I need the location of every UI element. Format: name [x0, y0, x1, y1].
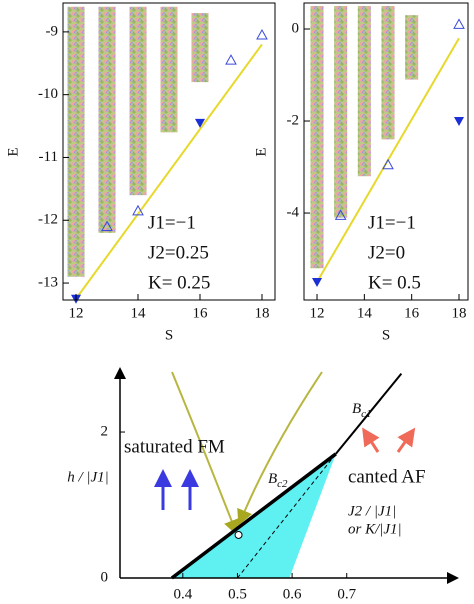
- x-axis-label: S: [165, 327, 173, 343]
- x-tick-label: 0.6: [283, 586, 302, 602]
- y-axis-label: E: [5, 147, 21, 156]
- boundary-label-main: B: [268, 471, 277, 487]
- x-tick-label: 18: [254, 305, 269, 321]
- y-tick-label: -4: [287, 204, 300, 220]
- open-triangle: [453, 18, 465, 29]
- open-triangle: [132, 204, 144, 216]
- x-tick-label: 18: [452, 305, 467, 321]
- open-triangle: [225, 54, 237, 65]
- boundary-label-main: B: [352, 401, 361, 417]
- x-tick-label: 14: [357, 305, 373, 321]
- plot-frame: [62, 2, 276, 301]
- open-triangle: [382, 158, 394, 170]
- x-tick-label: 0.5: [228, 586, 247, 602]
- spectrum-band: [405, 15, 419, 80]
- x-tick-label: 14: [131, 305, 147, 321]
- phase-label: canted AF: [348, 466, 426, 487]
- phase-boundary: [170, 452, 337, 580]
- spectrum-band: [357, 5, 371, 177]
- y-tick-label: 0: [101, 569, 109, 585]
- boundary-label-sub: c1: [361, 408, 371, 420]
- spectrum-band: [334, 5, 348, 218]
- y-tick-label: -12: [38, 212, 58, 228]
- pointer-arrow: [237, 371, 323, 526]
- dashed-line: [237, 453, 337, 579]
- spectrum-band: [310, 5, 324, 269]
- x-tick-label: 12: [69, 305, 84, 321]
- x-tick-label: 0.4: [173, 586, 192, 602]
- boundary-label-sub: c2: [277, 478, 288, 490]
- ground-state: [194, 118, 205, 128]
- critical-point: [234, 530, 243, 539]
- spectrum-band: [98, 6, 116, 233]
- ground-state-line: [75, 43, 263, 300]
- phase-boundary: [335, 373, 403, 455]
- y-tick-label: -10: [38, 86, 58, 102]
- y-tick-label: -2: [287, 112, 300, 128]
- y-tick-label: 2: [101, 423, 109, 439]
- phase-label: saturated FM: [124, 436, 225, 457]
- y-axis-label: h / |J1|: [67, 469, 109, 485]
- x-axis-label: J2 / |J1|: [348, 503, 396, 519]
- spin-arrow: [362, 427, 380, 453]
- x-axis-label-alt: or K/|J1|: [348, 521, 402, 537]
- spectrum-band: [381, 5, 395, 140]
- x-tick-label: 12: [310, 305, 325, 321]
- boundary-label: Bc2: [268, 471, 288, 489]
- ground-state: [312, 278, 323, 288]
- y-tick-label: -9: [46, 23, 59, 39]
- y-tick-label: -13: [38, 274, 58, 290]
- spectrum-band: [129, 6, 147, 196]
- y-axis-label: E: [253, 147, 269, 156]
- y-tick-label: -11: [39, 149, 58, 165]
- open-triangle: [256, 28, 268, 40]
- parameter-label: J2=0.25: [148, 242, 209, 263]
- parameter-label: K= 0.25: [148, 272, 210, 293]
- x-tick-label: 0.7: [337, 586, 356, 602]
- open-triangle: [334, 209, 347, 220]
- x-axis-label: S: [382, 327, 390, 343]
- spectrum-band: [160, 6, 178, 133]
- spectrum-band: [67, 6, 85, 277]
- spectrum-band: [191, 13, 209, 83]
- y-tick-label: 0: [292, 20, 300, 36]
- parameter-label: J1=−1: [148, 212, 196, 233]
- parameter-label: J2=0: [368, 242, 405, 263]
- x-tick-label: 16: [404, 305, 420, 321]
- plot-frame: [303, 2, 469, 301]
- pointer-arrow: [171, 371, 240, 536]
- ground-state: [454, 117, 465, 127]
- open-triangle: [101, 220, 113, 232]
- parameter-label: J1=−1: [368, 212, 416, 233]
- spin-arrow: [396, 427, 416, 453]
- x-tick-label: 16: [192, 305, 208, 321]
- boundary-label: Bc1: [352, 401, 372, 419]
- parameter-label: K= 0.5: [368, 272, 421, 293]
